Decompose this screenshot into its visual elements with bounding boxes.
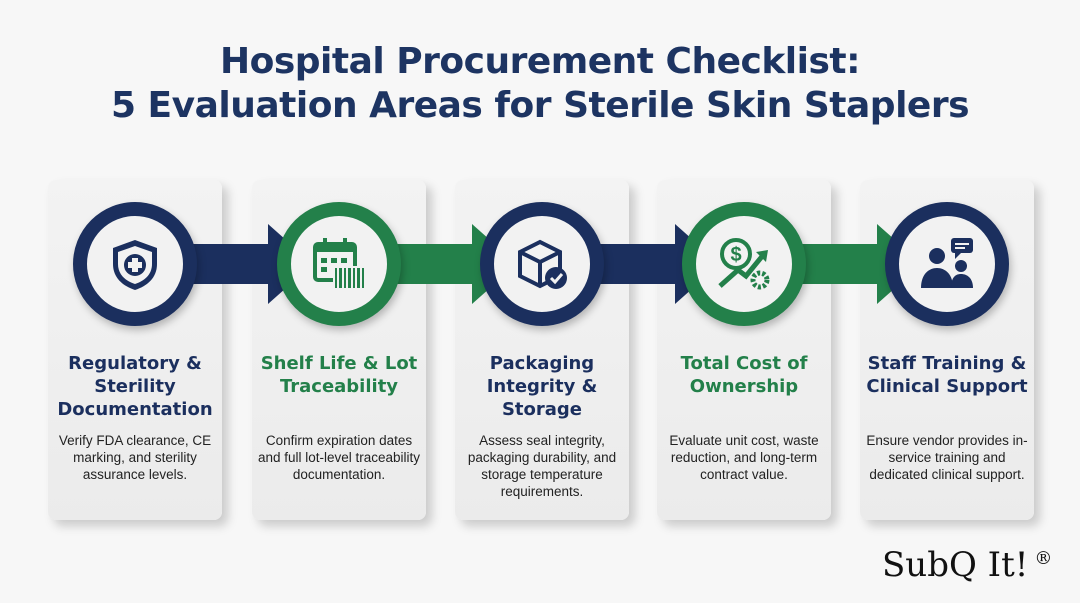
step-description: Evaluate unit cost, waste reduction, and… [669, 433, 819, 482]
step-description: Verify FDA clearance, CE marking, and st… [58, 433, 212, 482]
step-heading: Packaging Integrity & Storage [486, 353, 598, 420]
step-heading: Total Cost of Ownership [680, 353, 808, 397]
staff-support-icon-ring [885, 202, 1009, 326]
step-heading: Staff Training & Clinical Support [866, 353, 1028, 397]
step-card: Regulatory & Sterility Documentation Veri… [48, 180, 313, 520]
package-check-icon [518, 239, 567, 289]
shield-cross-icon [113, 240, 157, 290]
step-heading: Shelf Life & Lot Traceability [260, 353, 418, 397]
logo: SubQ It! ® [882, 545, 1053, 585]
calendar-barcode-icon [313, 238, 365, 290]
shield-cross-icon-ring [73, 202, 197, 326]
calendar-barcode-icon-ring [277, 202, 401, 326]
step-card: Packaging Integrity & Storage Assess seal… [455, 180, 720, 520]
step-card: $ Total Cost of Ownership Evaluate unit co… [657, 180, 922, 520]
step-description: Ensure vendor provides in-service traini… [866, 433, 1028, 482]
dollar-growth-gear-icon-ring: $ [682, 202, 806, 326]
step-heading: Regulatory & Sterility Documentation [57, 353, 213, 420]
svg-text:$: $ [730, 244, 741, 266]
arrow-right-icon [372, 224, 517, 304]
arrow-right-icon [168, 224, 313, 304]
step-description: Assess seal integrity, packaging durabil… [467, 433, 617, 499]
staff-support-icon [921, 238, 973, 288]
arrow-right-icon [777, 224, 922, 304]
step-description: Confirm expiration dates and full lot-le… [257, 433, 421, 482]
page-title: Hospital Procurement Checklist: 5 Evalua… [110, 41, 970, 126]
step-card: Shelf Life & Lot Traceability Confirm exp… [252, 180, 517, 520]
arrow-right-icon [575, 224, 720, 304]
dollar-growth-gear-icon: $ [718, 238, 770, 290]
package-check-icon-ring [480, 202, 604, 326]
